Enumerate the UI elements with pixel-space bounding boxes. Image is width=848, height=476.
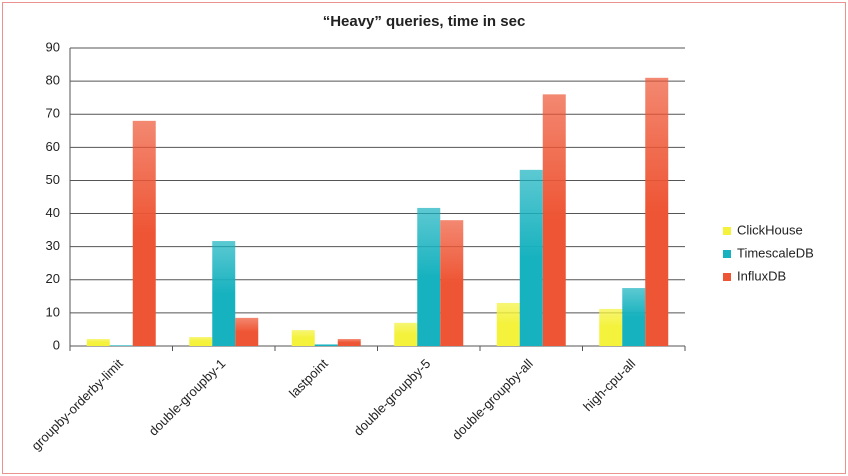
chart-title: “Heavy” queries, time in sec: [323, 13, 526, 30]
y-tick-label: 70: [46, 106, 60, 121]
bar: [645, 77, 669, 347]
legend-label: InfluxDB: [737, 268, 786, 283]
y-tick-label: 10: [46, 304, 60, 319]
bar: [599, 308, 623, 346]
y-tick-label: 80: [46, 73, 60, 88]
bar: [337, 339, 361, 346]
legend-swatch: [723, 227, 731, 235]
bar: [314, 344, 338, 346]
bar: [394, 322, 418, 346]
bar: [496, 302, 520, 346]
bar: [519, 169, 543, 346]
bar: [622, 288, 646, 346]
bar: [86, 339, 110, 346]
bar: [109, 345, 133, 346]
bar: [417, 207, 441, 346]
y-tick-label: 40: [46, 205, 60, 220]
legend-swatch: [723, 273, 731, 281]
y-tick-label: 60: [46, 139, 60, 154]
legend-label: ClickHouse: [737, 222, 803, 237]
bar: [212, 241, 236, 346]
y-tick-label: 20: [46, 271, 60, 286]
y-tick-label: 50: [46, 172, 60, 187]
bar: [291, 330, 315, 346]
bar: [132, 120, 156, 346]
bar: [235, 317, 259, 346]
bar: [542, 94, 566, 346]
y-tick-label: 90: [46, 39, 60, 54]
legend-label: TimescaleDB: [737, 245, 814, 260]
bar: [189, 337, 213, 346]
y-tick-label: 0: [53, 337, 60, 352]
y-tick-label: 30: [46, 238, 60, 253]
bar: [440, 220, 464, 346]
legend-swatch: [723, 250, 731, 258]
